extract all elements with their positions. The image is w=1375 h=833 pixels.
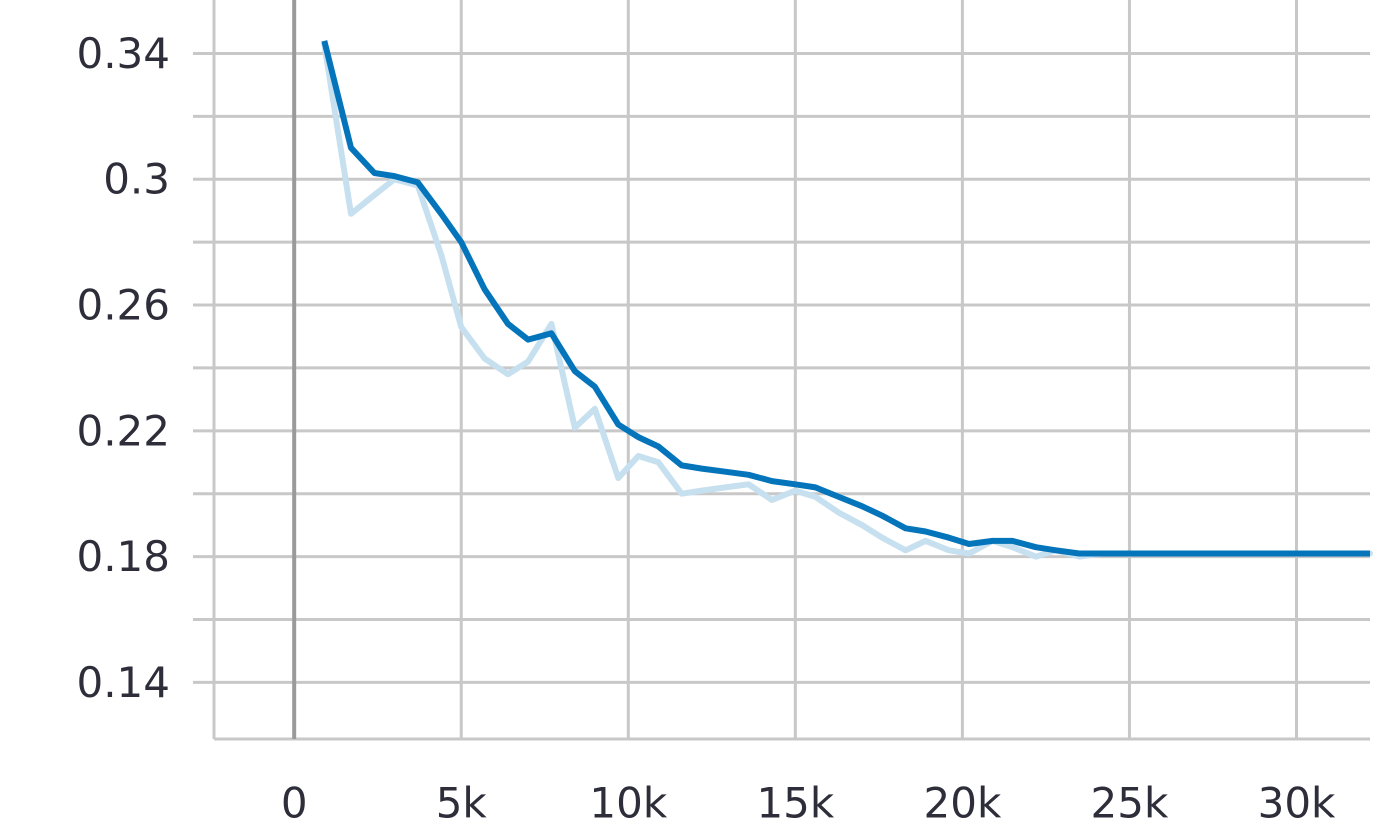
x-tick-label: 0 [281, 779, 308, 828]
y-tick-label: 0.14 [76, 658, 170, 707]
x-tick-label: 10k [589, 779, 667, 828]
series-layer [321, 40, 1373, 560]
x-tick-label: 15k [756, 779, 834, 828]
grid-layer [193, 0, 1370, 739]
y-tick-label: 0.26 [76, 281, 170, 330]
x-tick-label: 30k [1258, 779, 1336, 828]
raw-series-line [321, 41, 1373, 560]
y-tick-label: 0.22 [76, 406, 170, 455]
x-tick-label: 20k [924, 779, 1002, 828]
axis-layer [212, 0, 1370, 741]
y-tick-label: 0.34 [76, 29, 170, 78]
x-tick-label: 5k [436, 779, 488, 828]
x-tick-label: 25k [1091, 779, 1169, 828]
y-tick-label: 0.3 [103, 155, 170, 204]
smoothed-series-line [321, 40, 1370, 557]
tick-labels: 0.34 0.3 0.26 0.22 0.18 0.14 0 5k 10k 15k 20k 25k 30… [76, 29, 1336, 828]
y-tick-label: 0.18 [76, 532, 170, 581]
